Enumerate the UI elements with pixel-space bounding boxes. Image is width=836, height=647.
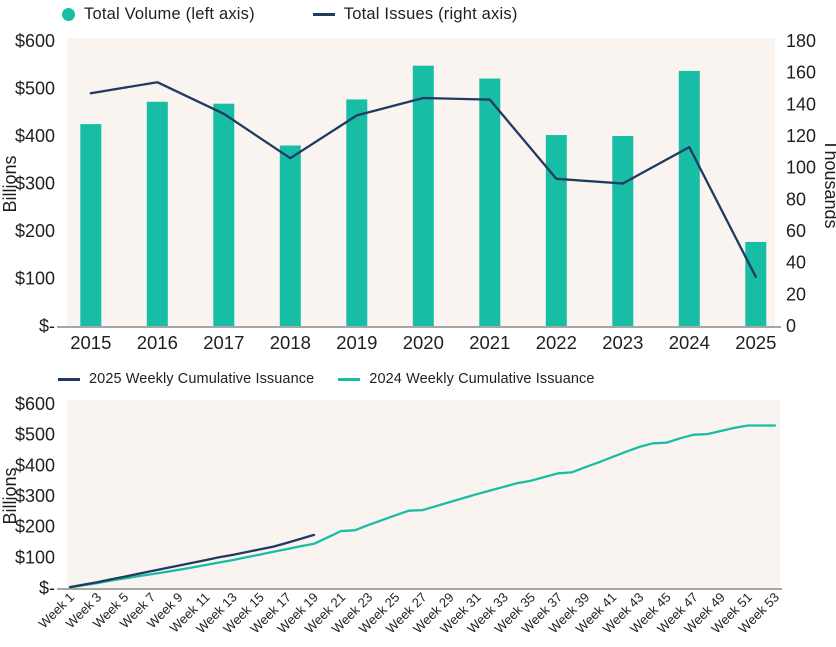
- cumulative-2025-line: [68, 533, 316, 589]
- svg-text:2024: 2024: [669, 332, 710, 353]
- legend-item-2024-cumulative: 2024 Weekly Cumulative Issuance: [338, 371, 594, 387]
- legend-label-2024-cumulative: 2024 Weekly Cumulative Issuance: [369, 371, 595, 387]
- svg-text:2020: 2020: [403, 332, 444, 353]
- svg-text:180: 180: [786, 31, 816, 51]
- svg-text:100: 100: [786, 158, 816, 178]
- teal-line-icon: [338, 377, 361, 381]
- bar-2022: [545, 135, 567, 326]
- svg-text:140: 140: [786, 94, 816, 114]
- svg-text:$600: $600: [15, 394, 55, 414]
- navy-line-icon: [58, 377, 80, 381]
- svg-text:2018: 2018: [270, 332, 311, 353]
- total-volume-bars: [80, 65, 767, 327]
- svg-text:0: 0: [786, 316, 796, 336]
- svg-text:$-: $-: [39, 578, 55, 598]
- left-axis-title: Billions: [0, 467, 20, 524]
- svg-text:$300: $300: [15, 486, 55, 506]
- bar-2021: [479, 78, 501, 327]
- annual-chart-legend: Total Volume (left axis) Total Issues (r…: [62, 5, 518, 24]
- bar-2016: [146, 101, 168, 326]
- bar-2020: [412, 65, 434, 326]
- legend-label-total-volume: Total Volume (left axis): [84, 5, 255, 23]
- svg-text:80: 80: [786, 189, 806, 209]
- svg-text:$200: $200: [15, 517, 55, 537]
- weekly-chart-legend: 2025 Weekly Cumulative Issuance 2024 Wee…: [58, 371, 595, 387]
- legend-label-2025-cumulative: 2025 Weekly Cumulative Issuance: [89, 371, 315, 387]
- svg-text:$500: $500: [15, 425, 55, 445]
- navy-line-icon: [312, 13, 335, 16]
- bar-2019: [346, 99, 368, 326]
- svg-text:$200: $200: [15, 221, 55, 241]
- right-axis-ticks: 0 20 40 60 80 100 120 140 160 180: [786, 31, 816, 336]
- teal-dot-icon: [62, 8, 75, 21]
- legend-item-2025-cumulative: 2025 Weekly Cumulative Issuance: [58, 371, 314, 387]
- legend-label-total-issues: Total Issues (right axis): [343, 5, 518, 23]
- total-issues-line: [89, 81, 757, 279]
- svg-text:$400: $400: [15, 455, 55, 475]
- svg-text:2015: 2015: [70, 332, 111, 353]
- plot-area: [67, 400, 780, 588]
- bar-2018: [279, 145, 301, 326]
- bar-2024: [678, 70, 700, 326]
- annual-volume-and-issues-chart: $- $100 $200 $300 $400 $500 $600 0 20 40 60 80 100 12…: [0, 31, 836, 353]
- right-axis-title: Thousands: [821, 139, 836, 228]
- year-labels: 2015 2016 2017 2018 2019 2020 2021 2022 2023 2024…: [70, 332, 776, 353]
- left-axis-title: Billions: [0, 155, 20, 212]
- svg-text:120: 120: [786, 126, 816, 146]
- svg-text:2021: 2021: [469, 332, 510, 353]
- svg-text:2016: 2016: [137, 332, 178, 353]
- svg-text:$100: $100: [15, 269, 55, 289]
- svg-text:2019: 2019: [336, 332, 377, 353]
- svg-text:$500: $500: [15, 79, 55, 99]
- svg-text:$400: $400: [15, 126, 55, 146]
- bar-2015: [80, 124, 102, 326]
- svg-text:40: 40: [786, 253, 806, 273]
- svg-text:2023: 2023: [602, 332, 643, 353]
- bar-2023: [612, 136, 634, 326]
- left-axis-ticks: $- $100 $200 $300 $400 $500 $600: [15, 394, 55, 598]
- svg-text:$300: $300: [15, 174, 55, 194]
- svg-text:$600: $600: [15, 31, 55, 51]
- svg-text:2022: 2022: [536, 332, 577, 353]
- svg-text:2025: 2025: [735, 332, 776, 353]
- legend-item-total-issues: Total Issues (right axis): [312, 5, 518, 24]
- svg-text:2017: 2017: [203, 332, 244, 353]
- cumulative-2024-line: [68, 424, 777, 589]
- legend-item-total-volume: Total Volume (left axis): [62, 5, 255, 24]
- left-axis-ticks: $- $100 $200 $300 $400 $500 $600: [15, 31, 55, 336]
- svg-text:$-: $-: [39, 316, 55, 336]
- svg-text:160: 160: [786, 63, 816, 83]
- svg-text:60: 60: [786, 221, 806, 241]
- bar-2017: [213, 103, 235, 326]
- svg-text:$100: $100: [15, 547, 55, 567]
- svg-text:20: 20: [786, 284, 806, 304]
- bar-2025: [745, 241, 767, 326]
